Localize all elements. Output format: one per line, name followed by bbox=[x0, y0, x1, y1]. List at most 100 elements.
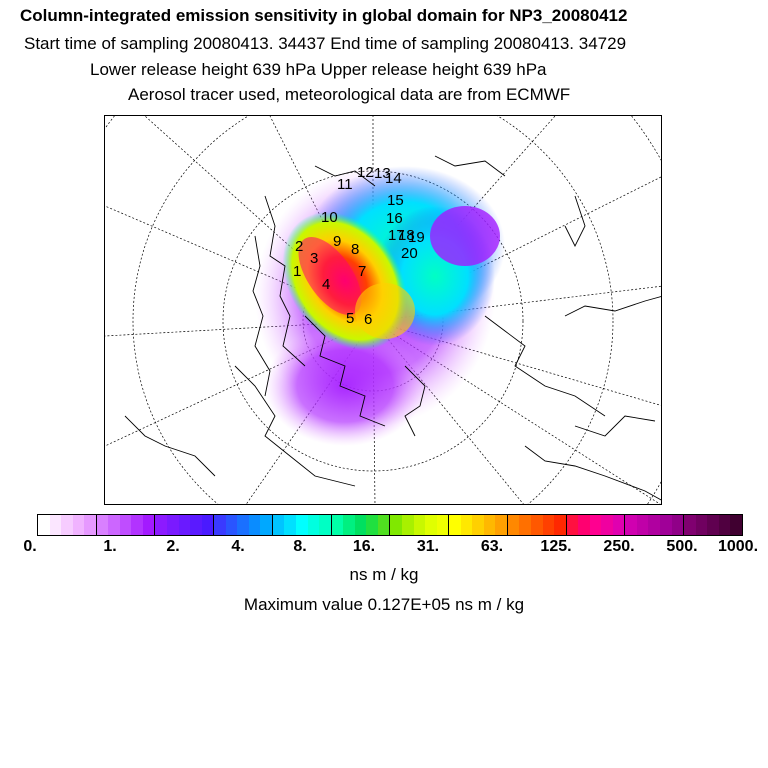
colorbar-swatch bbox=[142, 515, 155, 535]
colorbar-swatch bbox=[131, 515, 143, 535]
colorbar-swatch bbox=[108, 515, 120, 535]
tick-label: 0. bbox=[23, 538, 37, 555]
colorbar-swatch bbox=[319, 515, 331, 535]
traj-label-10: 10 bbox=[321, 209, 338, 226]
colorbar-swatch bbox=[589, 515, 602, 535]
colorbar-swatch bbox=[354, 515, 367, 535]
colorbar-swatch bbox=[343, 515, 355, 535]
colorbar-swatch bbox=[178, 515, 191, 535]
map-canvas: 1 2 3 4 5 6 7 8 9 10 11 12 13 14 15 16 1… bbox=[105, 116, 661, 504]
colorbar-swatch bbox=[659, 515, 672, 535]
traj-label-19: 19 bbox=[408, 229, 425, 246]
colorbar-swatch bbox=[201, 515, 214, 535]
traj-label-15: 15 bbox=[387, 192, 404, 209]
sampling-times: Start time of sampling 20080413. 34437 E… bbox=[24, 34, 627, 53]
colorbar-swatch bbox=[472, 515, 484, 535]
colorbar-swatch bbox=[648, 515, 660, 535]
colorbar-swatch bbox=[624, 515, 637, 535]
colorbar-swatch bbox=[425, 515, 437, 535]
tick-label: 500. bbox=[666, 538, 698, 555]
colorbar-swatch bbox=[636, 515, 649, 535]
colorbar-swatch bbox=[260, 515, 272, 535]
tick-label: 31. bbox=[416, 538, 440, 555]
tick-label: 1000. bbox=[717, 538, 759, 555]
colorbar-swatch bbox=[225, 515, 238, 535]
traj-label-9: 9 bbox=[333, 233, 341, 250]
colorbar-swatch bbox=[72, 515, 85, 535]
colorbar-swatch bbox=[237, 515, 249, 535]
colorbar-swatch bbox=[95, 515, 109, 535]
colorbar-swatch bbox=[167, 515, 179, 535]
colorbar-swatch bbox=[718, 515, 731, 535]
polar-map: 1 2 3 4 5 6 7 8 9 10 11 12 13 14 15 16 1… bbox=[104, 115, 662, 505]
traj-label-16: 16 bbox=[386, 210, 403, 227]
colorbar-swatch bbox=[483, 515, 496, 535]
colorbar-swatch bbox=[695, 515, 708, 535]
traj-label-18: 18 bbox=[398, 227, 415, 244]
tracer-info: Aerosol tracer used, meteorological data… bbox=[128, 85, 571, 104]
colorbar-swatch bbox=[84, 515, 96, 535]
colorbar-swatch bbox=[307, 515, 320, 535]
sensitivity-field bbox=[255, 166, 505, 446]
colorbar-swatch bbox=[460, 515, 473, 535]
colorbar-swatch bbox=[366, 515, 378, 535]
colorbar-swatch bbox=[190, 515, 202, 535]
plot-title: Column-integrated emission sensitivity i… bbox=[20, 6, 628, 25]
colorbar-swatch bbox=[61, 515, 73, 535]
tick-label: 125. bbox=[540, 538, 572, 555]
tick-label: 2. bbox=[166, 538, 180, 555]
colorbar-swatch bbox=[38, 515, 50, 535]
traj-label-14: 14 bbox=[385, 170, 402, 187]
colorbar-swatch bbox=[154, 515, 168, 535]
colorbar-swatch bbox=[271, 515, 285, 535]
colorbar-swatch bbox=[284, 515, 297, 535]
trajectory-labels: 1 2 3 4 5 6 7 8 9 10 11 12 13 14 15 16 1… bbox=[293, 164, 425, 328]
colorbar-swatch bbox=[730, 515, 742, 535]
coastlines bbox=[124, 155, 661, 501]
traj-label-11: 11 bbox=[337, 176, 353, 193]
traj-label-3: 3 bbox=[310, 250, 318, 267]
colorbar-swatch bbox=[530, 515, 543, 535]
colorbar-swatch bbox=[330, 515, 344, 535]
colorbar-swatch bbox=[506, 515, 520, 535]
colorbar-swatch bbox=[413, 515, 426, 535]
colorbar-swatch bbox=[401, 515, 414, 535]
traj-label-17: 17 bbox=[388, 227, 405, 244]
colorbar-swatch bbox=[601, 515, 613, 535]
colorbar-swatch bbox=[495, 515, 507, 535]
colorbar-swatch bbox=[448, 515, 461, 535]
tick-label: 1. bbox=[103, 538, 117, 555]
traj-label-2: 2 bbox=[295, 238, 303, 255]
colorbar-swatch bbox=[519, 515, 531, 535]
tick-label: 4. bbox=[231, 538, 245, 555]
maximum-value: Maximum value 0.127E+05 ns m / kg bbox=[243, 595, 525, 614]
colorbar-swatch bbox=[565, 515, 579, 535]
colorbar-swatch bbox=[707, 515, 719, 535]
traj-label-12: 12 bbox=[357, 164, 374, 181]
tick-label: 250. bbox=[603, 538, 635, 555]
colorbar-swatch bbox=[436, 515, 449, 535]
traj-label-13: 13 bbox=[374, 165, 391, 182]
traj-label-6: 6 bbox=[364, 311, 372, 328]
traj-label-20: 20 bbox=[401, 245, 418, 262]
traj-label-4: 4 bbox=[322, 276, 330, 293]
colorbar-swatch bbox=[578, 515, 590, 535]
colorbar-swatch bbox=[248, 515, 261, 535]
colorbar-units: ns m / kg bbox=[349, 565, 419, 584]
traj-label-1: 1 bbox=[293, 263, 301, 280]
colorbar-swatch bbox=[213, 515, 226, 535]
colorbar-swatch bbox=[296, 515, 308, 535]
colorbar-swatch bbox=[554, 515, 566, 535]
colorbar-ticks: 0. 1. 2. 4. 8. 16. 31. 63. 125. 250. 500… bbox=[0, 538, 768, 558]
colorbar bbox=[37, 514, 743, 536]
colorbar-swatch bbox=[377, 515, 390, 535]
colorbar-swatch bbox=[612, 515, 625, 535]
release-heights: Lower release height 639 hPa Upper relea… bbox=[90, 60, 547, 79]
colorbar-swatch bbox=[542, 515, 555, 535]
tick-label: 16. bbox=[352, 538, 376, 555]
tick-label: 8. bbox=[293, 538, 307, 555]
colorbar-swatch bbox=[119, 515, 132, 535]
colorbar-swatch bbox=[683, 515, 696, 535]
traj-label-5: 5 bbox=[346, 310, 354, 327]
tick-label: 63. bbox=[480, 538, 504, 555]
